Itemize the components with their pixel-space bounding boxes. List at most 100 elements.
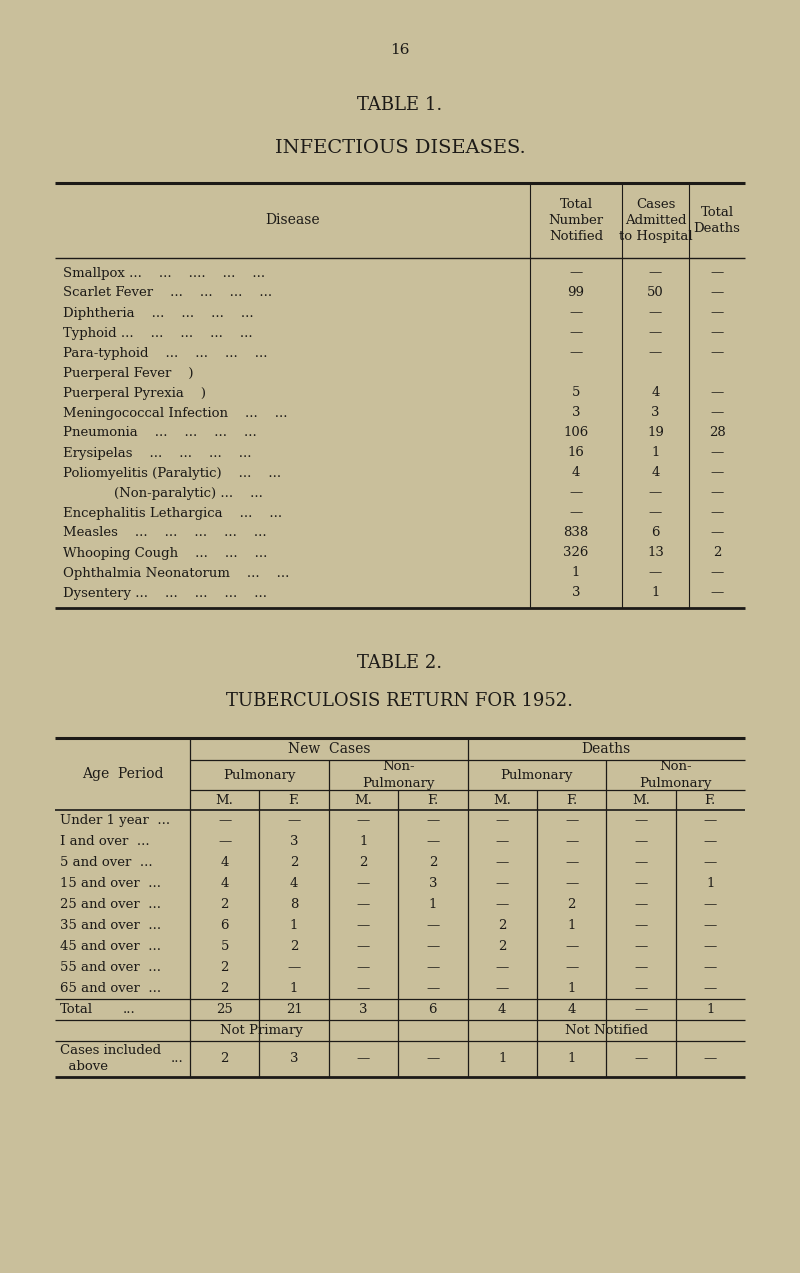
Text: —: — [357,961,370,974]
Text: 4: 4 [221,855,229,869]
Text: —: — [426,1053,439,1066]
Text: Total
Number
Notified: Total Number Notified [549,199,603,243]
Text: 28: 28 [709,426,726,439]
Text: —: — [649,486,662,499]
Text: Measles    ...    ...    ...    ...    ...: Measles ... ... ... ... ... [63,527,266,540]
Text: —: — [704,835,717,848]
Text: 1: 1 [567,919,576,932]
Text: 2: 2 [498,939,506,953]
Text: 4: 4 [290,877,298,890]
Text: 4: 4 [567,1003,576,1016]
Text: —: — [218,835,231,848]
Text: 2: 2 [221,961,229,974]
Text: Age  Period: Age Period [82,768,163,782]
Text: —: — [357,939,370,953]
Text: Scarlet Fever    ...    ...    ...    ...: Scarlet Fever ... ... ... ... [63,286,272,299]
Text: 1: 1 [567,981,576,995]
Text: Non-
Pulmonary: Non- Pulmonary [362,760,434,789]
Text: —: — [570,507,582,519]
Text: —: — [426,939,439,953]
Text: —: — [218,813,231,827]
Text: —: — [710,286,724,299]
Text: Dysentery ...    ...    ...    ...    ...: Dysentery ... ... ... ... ... [63,587,267,600]
Text: 838: 838 [563,527,589,540]
Text: TABLE 1.: TABLE 1. [358,95,442,115]
Text: —: — [357,981,370,995]
Text: 106: 106 [563,426,589,439]
Text: F.: F. [705,793,716,807]
Text: —: — [357,877,370,890]
Text: —: — [704,919,717,932]
Text: —: — [357,813,370,827]
Text: 1: 1 [290,919,298,932]
Text: Encephalitis Lethargica    ...    ...: Encephalitis Lethargica ... ... [63,507,282,519]
Text: 326: 326 [563,546,589,560]
Text: —: — [704,961,717,974]
Text: —: — [565,961,578,974]
Text: Diphtheria    ...    ...    ...    ...: Diphtheria ... ... ... ... [63,307,254,320]
Text: 15 and over  ...: 15 and over ... [60,877,161,890]
Text: 1: 1 [706,877,714,890]
Text: —: — [634,1003,647,1016]
Text: 65 and over  ...: 65 and over ... [60,981,161,995]
Text: —: — [710,507,724,519]
Text: Disease: Disease [265,214,320,228]
Text: —: — [710,326,724,340]
Text: 55 and over  ...: 55 and over ... [60,961,161,974]
Text: Cases included
  above: Cases included above [60,1045,161,1073]
Text: —: — [634,981,647,995]
Text: I and over  ...: I and over ... [60,835,150,848]
Text: 6: 6 [651,527,660,540]
Text: 2: 2 [429,855,437,869]
Text: INFECTIOUS DISEASES.: INFECTIOUS DISEASES. [274,139,526,157]
Text: —: — [649,566,662,579]
Text: —: — [634,835,647,848]
Text: —: — [704,1053,717,1066]
Text: 4: 4 [221,877,229,890]
Text: —: — [710,307,724,320]
Text: —: — [570,307,582,320]
Text: Deaths: Deaths [582,742,631,756]
Text: F.: F. [566,793,577,807]
Text: Non-
Pulmonary: Non- Pulmonary [639,760,712,789]
Text: TABLE 2.: TABLE 2. [358,654,442,672]
Text: —: — [710,587,724,600]
Text: 19: 19 [647,426,664,439]
Text: Under 1 year  ...: Under 1 year ... [60,813,170,827]
Text: 5 and over  ...: 5 and over ... [60,855,153,869]
Text: ...: ... [171,1053,184,1066]
Text: 16: 16 [567,447,585,460]
Text: —: — [710,266,724,280]
Text: Para-typhoid    ...    ...    ...    ...: Para-typhoid ... ... ... ... [63,346,267,359]
Text: —: — [426,813,439,827]
Text: (Non-paralytic) ...    ...: (Non-paralytic) ... ... [63,486,263,499]
Text: —: — [495,835,509,848]
Text: —: — [357,1053,370,1066]
Text: Meningococcal Infection    ...    ...: Meningococcal Infection ... ... [63,406,287,420]
Text: 1: 1 [706,1003,714,1016]
Text: —: — [426,835,439,848]
Text: 25: 25 [216,1003,233,1016]
Text: —: — [649,507,662,519]
Text: —: — [710,406,724,420]
Text: M.: M. [494,793,511,807]
Text: 1: 1 [651,587,660,600]
Text: —: — [495,855,509,869]
Text: —: — [426,961,439,974]
Text: Pneumonia    ...    ...    ...    ...: Pneumonia ... ... ... ... [63,426,257,439]
Text: —: — [495,961,509,974]
Text: 4: 4 [572,466,580,480]
Text: —: — [649,346,662,359]
Text: —: — [287,961,301,974]
Text: 4: 4 [498,1003,506,1016]
Text: 1: 1 [651,447,660,460]
Text: 35 and over  ...: 35 and over ... [60,919,161,932]
Text: Poliomyelitis (Paralytic)    ...    ...: Poliomyelitis (Paralytic) ... ... [63,466,281,480]
Text: 1: 1 [567,1053,576,1066]
Text: —: — [426,919,439,932]
Text: —: — [634,919,647,932]
Text: Not Primary: Not Primary [220,1023,302,1037]
Text: ...: ... [123,1003,136,1016]
Text: —: — [565,813,578,827]
Text: —: — [565,835,578,848]
